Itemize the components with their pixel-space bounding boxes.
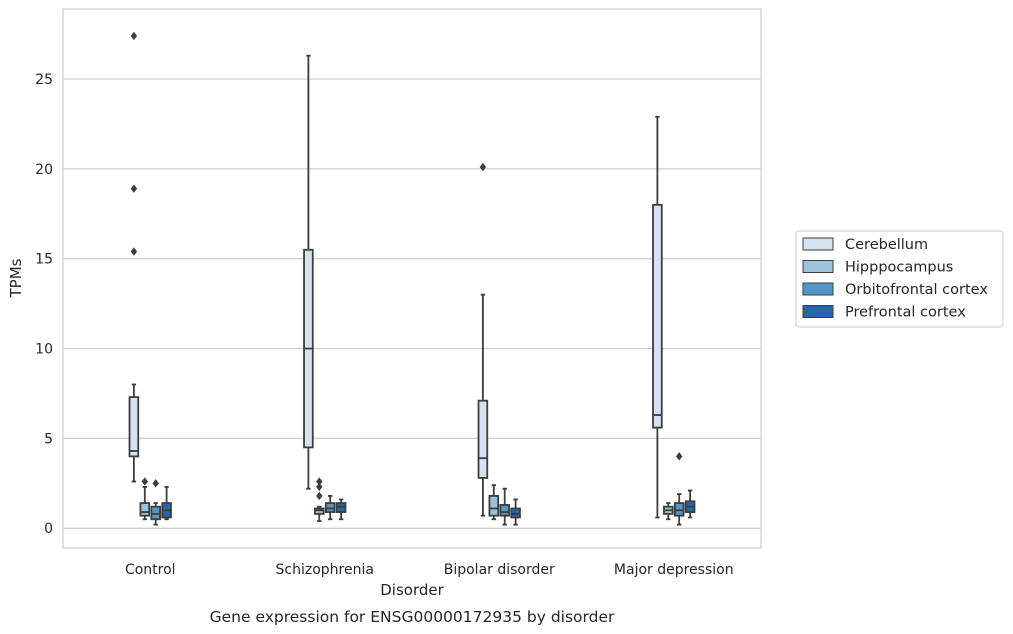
legend-swatch [802,260,834,273]
outlier-point [152,479,159,488]
iqr-box [128,396,140,458]
outlier-point [316,477,323,486]
y-tick-label: 0 [44,521,53,537]
box-series [128,31,696,526]
series-group [128,31,663,519]
iqr-box [139,502,151,517]
plot-area [62,8,762,549]
x-tick-label: Major depression [614,562,734,578]
box [488,484,500,521]
box [673,452,685,526]
series-group [150,452,685,526]
x-axis-label: Disorder [380,581,444,599]
box [499,487,510,526]
box [663,502,674,521]
box [684,489,696,519]
iqr-box [477,399,489,479]
legend: Cerebellum Hipppocampus Orbitofrontal cort… [795,230,1004,328]
y-axis-ticks: 0 5 10 15 20 25 [35,72,53,537]
box [477,162,489,517]
box [150,479,161,526]
outlier-point [316,482,323,492]
legend-frame [795,230,1004,328]
y-tick-label: 15 [35,252,53,268]
box [161,486,172,521]
y-tick-label: 25 [35,72,53,88]
grid-lines [63,78,761,529]
box [314,477,325,522]
x-tick-label: Control [125,562,176,578]
y-axis-label: TPMs [7,258,25,298]
outlier-point [130,31,138,41]
iqr-box [652,203,663,429]
iqr-box [488,494,500,517]
legend-swatch [802,237,834,251]
chart-caption: Gene expression for ENSG00000172935 by d… [210,608,615,626]
outlier-point [141,477,148,486]
box [652,115,663,519]
outlier-point [479,162,487,172]
iqr-box [499,503,510,517]
y-tick-label: 5 [44,431,53,447]
box [128,31,140,483]
legend-entry: Orbitofrontal cortex [845,282,988,298]
box [303,54,314,490]
x-tick-label: Bipolar disorder [444,562,555,578]
y-tick-label: 20 [35,162,53,178]
box [510,498,521,526]
box [324,494,336,521]
box [139,477,151,521]
series-group [139,477,674,522]
x-axis-ticks: Control Schizophrenia Bipolar disorder Majo… [125,562,734,578]
outlier-point [316,491,323,501]
legend-swatch [802,282,834,296]
legend-entry: Hipppocampus [845,260,953,276]
series-group [161,486,696,526]
outlier-point [130,247,138,256]
outlier-point [676,452,683,461]
box [335,498,347,521]
outlier-point [130,184,138,193]
x-tick-label: Schizophrenia [276,562,374,578]
legend-entry: Cerebellum [845,237,928,253]
legend-entry: Prefrontal cortex [845,305,966,321]
legend-swatch [802,305,834,318]
y-tick-label: 10 [35,342,53,358]
